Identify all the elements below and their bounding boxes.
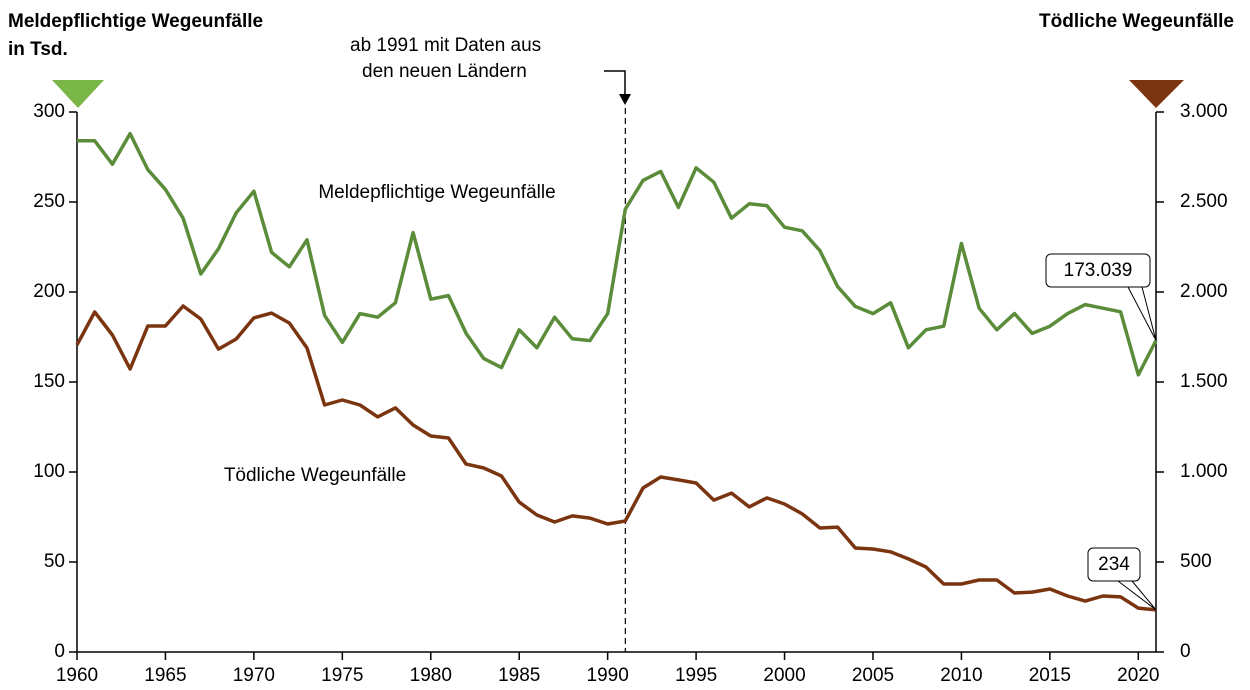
arrow-head — [619, 94, 631, 105]
y2-tick-label: 0 — [1180, 641, 1191, 662]
x-tick-label: 1995 — [675, 665, 717, 686]
x-tick-label: 1970 — [233, 665, 275, 686]
y-title: in Tsd. — [8, 39, 68, 60]
y2-tick-label: 2.500 — [1180, 191, 1228, 212]
y2-tick-label: 1.000 — [1180, 461, 1228, 482]
x-tick-label: 2010 — [940, 665, 982, 686]
series-line — [77, 131, 1158, 377]
callout-box — [1045, 253, 1151, 288]
annotation: ab 1991 mit Daten aus — [350, 35, 541, 56]
x-tick-label: 2005 — [852, 665, 894, 686]
x-tick-label: 2020 — [1117, 665, 1159, 686]
y-tick-label: 250 — [33, 191, 65, 212]
y-title: Meldepflichtige Wegeunfälle — [8, 11, 263, 32]
y2-tick-label: 3.000 — [1180, 101, 1228, 122]
y2-title: Tödliche Wegeunfälle — [1039, 11, 1234, 32]
y-tick-label: 150 — [33, 371, 65, 392]
x-tick-label: 1985 — [498, 665, 540, 686]
x-tick-label: 1960 — [56, 665, 98, 686]
y-tick-label: 100 — [33, 461, 65, 482]
callout-line — [1117, 580, 1157, 611]
x-tick-label: 1990 — [587, 665, 629, 686]
x-tick-label: 1965 — [144, 665, 186, 686]
y2-axis-marker — [1129, 80, 1184, 108]
series-label: Meldepflichtige Wegeunfälle — [318, 182, 555, 203]
value-label: 173.039 — [1064, 260, 1133, 281]
value-label: 234 — [1098, 554, 1130, 575]
annotation-arrow — [604, 70, 626, 98]
y-tick-label: 0 — [54, 641, 65, 662]
x-tick-label: 2000 — [763, 665, 805, 686]
y-tick-label: 200 — [33, 281, 65, 302]
y2-tick-label: 500 — [1180, 551, 1212, 572]
y-tick-label: 300 — [33, 101, 65, 122]
x-tick-label: 2015 — [1029, 665, 1071, 686]
x-tick-label: 1980 — [410, 665, 452, 686]
y-axis-marker — [52, 80, 104, 108]
annotation: den neuen Ländern — [362, 61, 527, 82]
y-tick-label: 50 — [44, 551, 65, 572]
y2-tick-label: 2.000 — [1180, 281, 1228, 302]
series-label: Tödliche Wegeunfälle — [224, 465, 406, 486]
y2-tick-label: 1.500 — [1180, 371, 1228, 392]
series-line — [75, 304, 1157, 612]
x-tick-label: 1975 — [321, 665, 363, 686]
callout-line — [1127, 286, 1157, 341]
callout-box — [1087, 547, 1141, 582]
